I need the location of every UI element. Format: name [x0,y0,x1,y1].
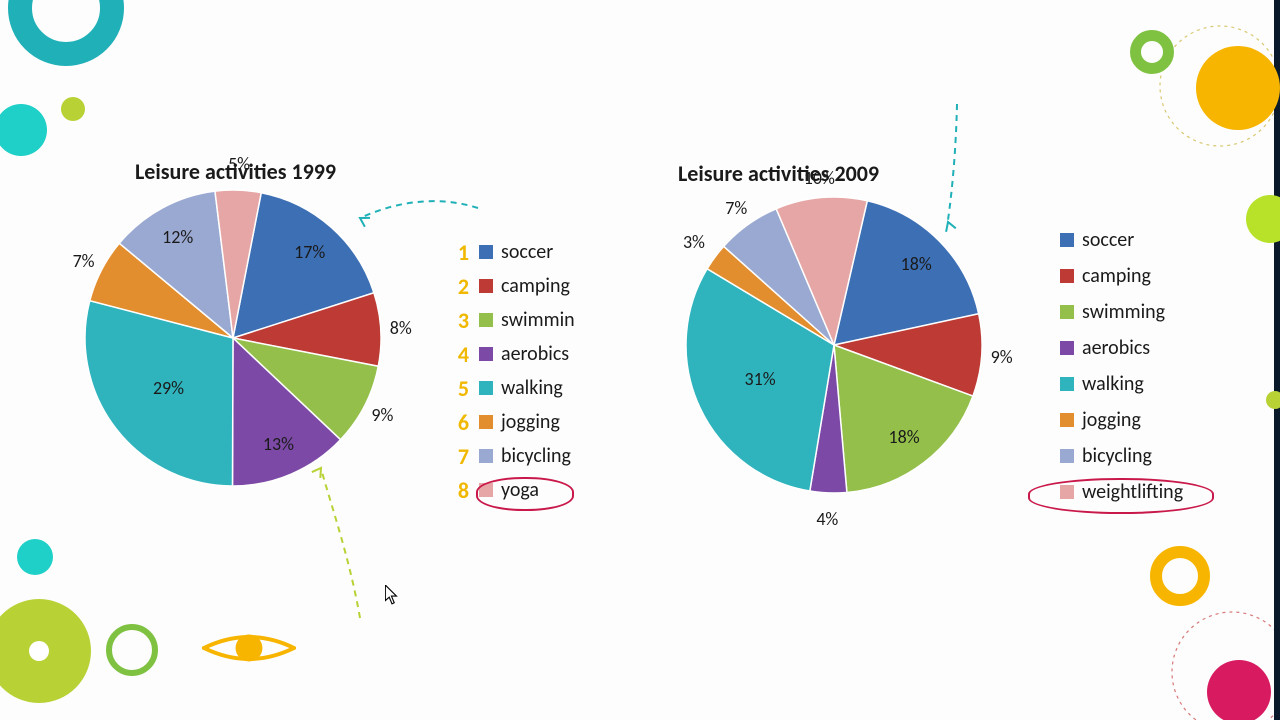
legend-label: weightlifting [1082,480,1183,504]
legend-number: 4 [445,341,469,368]
legend-number: 5 [445,375,469,402]
slice-label-jogging: 3% [683,231,705,253]
legend-item-swimmin: 3 swimmin [445,308,575,332]
legend-swatch [479,449,493,463]
legend-swatch [479,245,493,259]
legend-label: aerobics [501,342,569,366]
legend-item-jogging: 6 jogging [445,410,575,434]
slice-label-camping: 8% [390,317,412,339]
legend-swatch [1060,485,1074,499]
legend-2009: soccer camping swimming aerobics walking jogg… [1060,228,1183,516]
legend-swatch [1060,233,1074,247]
slice-label-bicycling: 12% [162,226,193,248]
slide-stage: { "canvas": { "width": 1280, "height": 7… [0,0,1280,720]
decor-circle [1266,391,1280,409]
legend-label: soccer [1082,228,1134,252]
legend-swatch [479,279,493,293]
legend-label: yoga [501,478,539,502]
legend-swatch [1060,449,1074,463]
slice-label-walking: 29% [153,377,184,399]
legend-label: bicycling [1082,444,1152,468]
legend-item-walking: walking [1060,372,1183,396]
slice-label-soccer: 17% [294,241,325,263]
slice-label-soccer: 18% [901,253,932,275]
legend-swatch [479,415,493,429]
legend-item-weightlifting: weightlifting [1060,480,1183,504]
legend-item-camping: camping [1060,264,1183,288]
decor-circle-hole [29,641,49,661]
slice-label-swimming: 18% [889,426,920,448]
legend-label: walking [1082,372,1144,396]
slice-label-swimming: 9% [371,404,393,426]
slice-label-camping: 9% [991,346,1013,368]
slice-label-jogging: 7% [73,250,95,272]
legend-swatch [479,347,493,361]
legend-label: camping [1082,264,1151,288]
legend-label: camping [501,274,570,298]
legend-item-camping: 2 camping [445,274,575,298]
slice-label-aerobics: 13% [263,433,294,455]
legend-item-jogging: jogging [1060,408,1183,432]
slice-label-yoga: 5% [228,153,250,175]
legend-item-swimming: swimming [1060,300,1183,324]
legend-label: jogging [501,410,560,434]
slice-label-walking: 31% [745,368,776,390]
legend-number: 1 [445,239,469,266]
decor-ring [106,624,158,676]
slice-label-aerobics: 4% [816,508,838,530]
decor-circle [1196,46,1280,130]
decor-ring [1130,30,1174,74]
legend-label: walking [501,376,563,400]
legend-number: 3 [445,307,469,334]
legend-swatch [1060,305,1074,319]
decor-circle [17,539,53,575]
legend-item-walking: 5 walking [445,376,575,400]
legend-label: jogging [1082,408,1141,432]
legend-swatch [1060,413,1074,427]
decor-ring [1150,546,1210,606]
eye-icon [202,624,296,672]
legend-number: 7 [445,443,469,470]
decor-circle [1207,660,1271,720]
legend-number: 6 [445,409,469,436]
legend-label: aerobics [1082,336,1150,360]
legend-item-aerobics: aerobics [1060,336,1183,360]
slice-label-weightlifting: 10% [804,167,835,189]
legend-item-soccer: 1 soccer [445,240,575,264]
legend-1999: 1 soccer 2 camping 3 swimmin 4 aerobics 5 walking… [445,240,575,512]
slice-label-bicycling: 7% [725,197,747,219]
legend-item-aerobics: 4 aerobics [445,342,575,366]
legend-label: swimming [1082,300,1165,324]
legend-swatch [479,483,493,497]
legend-number: 8 [445,477,469,504]
legend-swatch [1060,377,1074,391]
legend-swatch [1060,341,1074,355]
legend-label: swimmin [501,308,575,332]
pie-chart-2009 [626,137,1042,553]
legend-label: soccer [501,240,553,264]
legend-item-bicycling: 7 bicycling [445,444,575,468]
legend-item-bicycling: bicycling [1060,444,1183,468]
legend-swatch [479,381,493,395]
legend-swatch [1060,269,1074,283]
pie-chart-1999 [25,130,441,546]
legend-item-soccer: soccer [1060,228,1183,252]
legend-swatch [479,313,493,327]
decor-circle [61,97,85,121]
legend-label: bicycling [501,444,571,468]
legend-number: 2 [445,273,469,300]
legend-item-yoga: 8 yoga [445,478,575,502]
